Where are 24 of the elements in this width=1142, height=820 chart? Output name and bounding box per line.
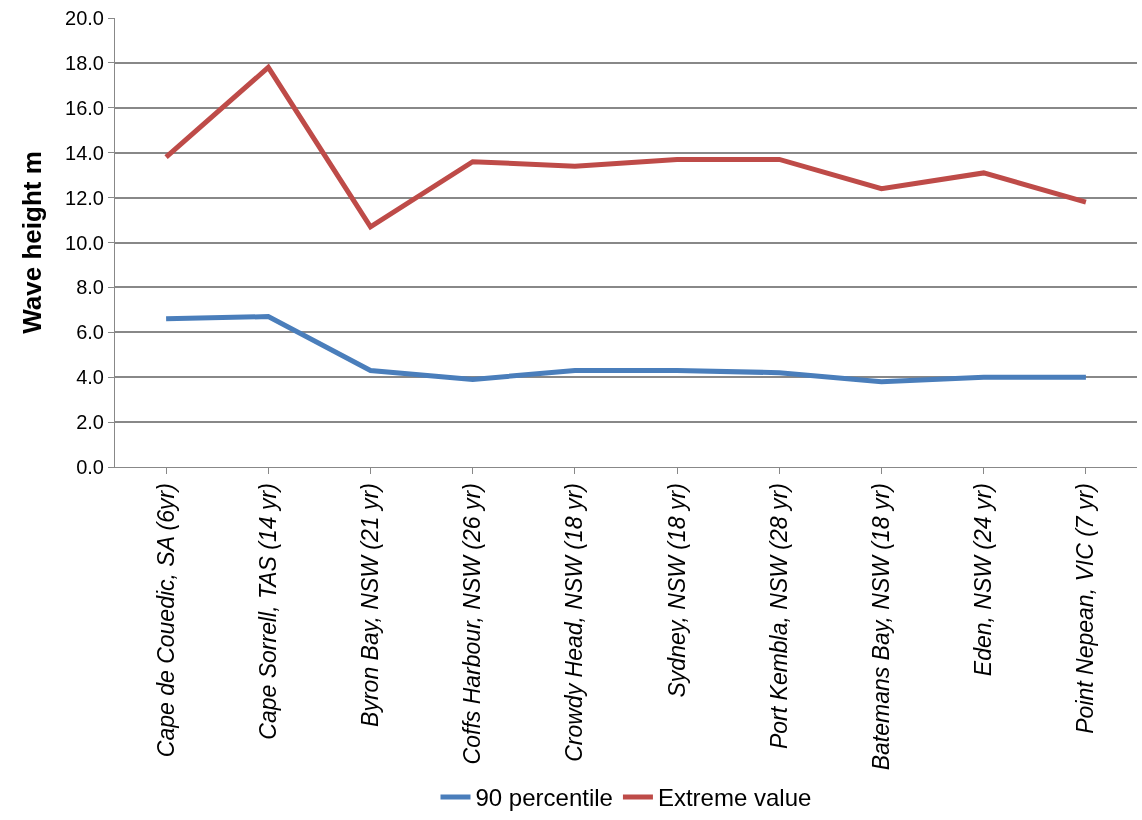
y-tick-label: 4.0 <box>76 366 104 389</box>
legend-label: Extreme value <box>657 784 812 812</box>
x-tick-label: Cape Sorrell, TAS (14 yr) <box>254 483 281 740</box>
y-tick-label: 0.0 <box>76 456 104 478</box>
y-tick-label: 10.0 <box>65 231 104 254</box>
x-tick-label: Point Nepean, VIC (7 yr) <box>1072 483 1099 734</box>
y-tick-label: 12.0 <box>65 186 104 209</box>
y-tick-label: 20.0 <box>65 7 104 29</box>
x-tick-label: Sydney, NSW (18 yr) <box>663 483 690 698</box>
x-tick-label: Crowdy Head, NSW (18 yr) <box>561 483 588 762</box>
y-tick-label: 2.0 <box>76 411 104 434</box>
y-tick-label: 6.0 <box>76 321 104 344</box>
x-tick-label: Eden, NSW (24 yr) <box>970 483 997 677</box>
x-tick-label: Port Kembla, NSW (28 yr) <box>765 483 792 750</box>
y-tick-label: 14.0 <box>65 141 104 164</box>
x-tick-label: Cape de Couedic, SA (6yr) <box>152 483 179 758</box>
y-tick-label: 18.0 <box>65 51 104 74</box>
x-tick-label: Byron Bay, NSW (21 yr) <box>356 483 383 727</box>
x-tick-label: Coffs Harbour, NSW (26 yr) <box>459 483 486 765</box>
x-tick-label: Batemans Bay, NSW (18 yr) <box>867 483 894 771</box>
y-tick-label: 16.0 <box>65 96 104 119</box>
legend-label: 90 percentile <box>475 784 613 812</box>
y-axis-title: Wave height m <box>17 151 48 334</box>
y-tick-label: 8.0 <box>76 276 104 299</box>
